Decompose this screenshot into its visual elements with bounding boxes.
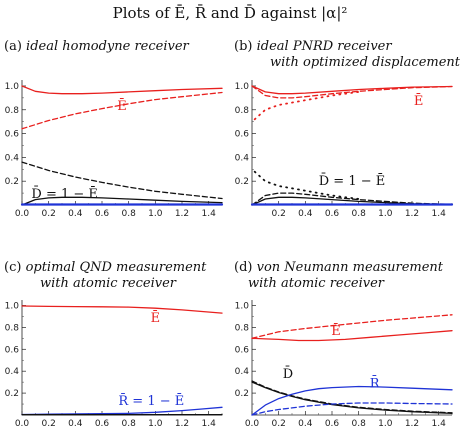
y-tick-label: 0.6 [235, 130, 250, 140]
series-black-solid [251, 381, 453, 415]
series-red-solid [21, 85, 223, 95]
panel-title: (d) von Neumann measurement [234, 260, 444, 275]
y-tick-label: 0.8 [235, 106, 250, 116]
x-tick-label: 1.0 [148, 419, 163, 429]
series-red-dashed [251, 314, 453, 339]
x-tick-label: 1.2 [405, 209, 419, 219]
x-tick-label: 1.4 [202, 209, 217, 219]
y-tick-label: 1.0 [235, 301, 250, 311]
panel-title: (a) ideal homodyne receiver [4, 39, 190, 54]
y-tick-label: 0.4 [5, 153, 20, 163]
y-tick-label: 0.2 [5, 177, 19, 187]
y-tick-label: 0.8 [5, 106, 20, 116]
series-blue-dashed [251, 402, 453, 416]
series-label: Ē [331, 323, 341, 339]
series-label: D̄ = 1 − Ē [319, 172, 386, 188]
panel-a: (a) ideal homodyne receiver 0.2 0.4 0.6 0.8… [4, 39, 224, 219]
y-tick-label: 1.0 [5, 301, 20, 311]
x-tick-label: 1.2 [175, 209, 189, 219]
series-label: R̄ [370, 375, 381, 391]
x-tick-label: 0.8 [122, 419, 137, 429]
panel-d: (d) von Neumann measurement with atomic … [234, 260, 453, 429]
x-tick-label: 0.2 [42, 419, 56, 429]
x-tick-label: 0.2 [272, 419, 286, 429]
x-tick-label: 0.4 [68, 419, 83, 429]
x-tick-label: 1.0 [378, 209, 393, 219]
x-tick-label: 0.6 [95, 209, 110, 219]
x-tick-label: 0.0 [245, 419, 260, 429]
x-tick-label: 0.6 [95, 419, 110, 429]
y-tick-label: 0.4 [5, 367, 20, 377]
x-tick-label: 0.4 [298, 419, 313, 429]
y-tick-label: 0.4 [235, 367, 250, 377]
panel-subtitle: with optimized displacement [270, 55, 460, 70]
y-tick-label: 0.8 [235, 323, 250, 333]
x-tick-label: 1.4 [202, 419, 217, 429]
x-tick-label: 0.4 [68, 209, 83, 219]
plot-area-d: 0.2 0.4 0.6 0.8 1.0 0.0 0.2 0.4 0.6 0.8 1.0 1.2 1.4 Ē… [235, 300, 453, 429]
x-tick-label: 1.2 [405, 419, 419, 429]
series-red-dashed [21, 91, 223, 130]
series-black-dotted [253, 170, 360, 200]
y-tick-label: 0.2 [5, 389, 19, 399]
panel-title: (c) optimal QND measurement [4, 260, 207, 275]
y-tick-label: 0.4 [235, 153, 250, 163]
x-tick-label: 0.8 [352, 419, 367, 429]
x-tick-label: 1.2 [175, 419, 189, 429]
series-red-solid [251, 85, 453, 95]
y-tick-label: 1.0 [5, 82, 20, 92]
series-label: R̄ = 1 − Ē [118, 393, 184, 409]
series-red-dotted [253, 91, 360, 121]
x-tick-label: 0.6 [325, 209, 340, 219]
y-tick-label: 1.0 [235, 82, 250, 92]
x-tick-label: 0.8 [122, 209, 137, 219]
x-tick-label: 0.8 [352, 209, 367, 219]
series-black-solid [251, 196, 453, 206]
x-tick-label: 0.6 [325, 419, 340, 429]
plot-area-a: 0.2 0.4 0.6 0.8 1.0 0.0 0.2 0.4 0.6 0.8 1.0 1.2 1.4 Ē… [5, 80, 224, 219]
series-label: Ē [414, 93, 424, 109]
y-tick-label: 0.2 [235, 389, 249, 399]
x-tick-label: 1.0 [148, 209, 163, 219]
x-tick-label: 0.4 [298, 209, 313, 219]
series-label: D̄ = 1 − Ē [31, 185, 98, 201]
x-tick-label: 0.2 [272, 209, 286, 219]
series-red-solid [21, 305, 223, 314]
y-tick-label: 0.2 [235, 177, 249, 187]
x-tick-label: 0.2 [42, 209, 56, 219]
panel-title: (b) ideal PNRD receiver [234, 39, 392, 54]
x-tick-label: 0.0 [15, 419, 30, 429]
series-label: Ē [151, 310, 161, 326]
y-tick-label: 0.6 [5, 130, 20, 140]
x-tick-label: 0.0 [15, 209, 30, 219]
y-tick-label: 0.8 [5, 323, 20, 333]
panel-subtitle: with atomic receiver [248, 276, 385, 291]
panel-c: (c) optimal QND measurement with atomic … [4, 260, 223, 429]
series-blue-solid [21, 406, 223, 416]
x-tick-label: 1.0 [378, 419, 393, 429]
series-blue-solid [251, 385, 453, 416]
panel-subtitle: with atomic receiver [40, 276, 177, 291]
series-black-dashed [251, 192, 453, 206]
series-red-solid [251, 330, 453, 342]
x-tick-label: 1.4 [432, 209, 447, 219]
series-label: Ē [117, 98, 127, 114]
series-black-dashed [21, 161, 223, 200]
series-label: D̄ [283, 365, 293, 381]
y-tick-label: 0.6 [235, 345, 250, 355]
plot-area-b: 0.2 0.4 0.6 0.8 1.0 0.2 0.4 0.6 0.8 1.0 1.2 1.4 Ē D̄ … [235, 80, 454, 219]
x-tick-label: 1.4 [432, 419, 447, 429]
figure-title: Plots of Ē, R̄ and D̄ against |α|² [113, 4, 348, 22]
series-black-solid [21, 196, 223, 206]
panel-b: (b) ideal PNRD receiver with optimized d… [234, 39, 460, 219]
plot-area-c: 0.2 0.4 0.6 0.8 1.0 0.0 0.2 0.4 0.6 0.8 1.0 1.2 1.4 Ē… [5, 300, 223, 429]
y-tick-label: 0.6 [5, 345, 20, 355]
